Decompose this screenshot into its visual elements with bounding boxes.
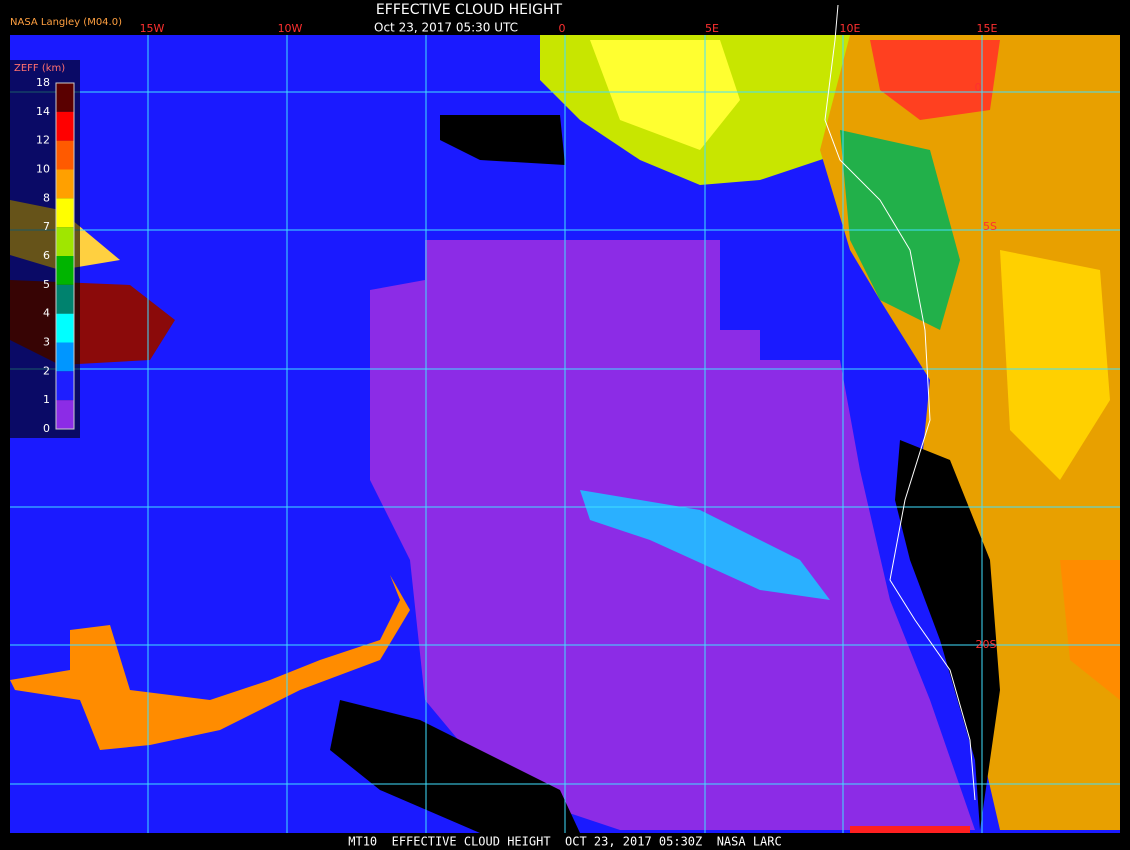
legend-label: 5: [43, 278, 50, 291]
cloud-mass: [590, 40, 740, 150]
legend-label: 6: [43, 249, 50, 262]
legend-swatch: [56, 342, 74, 372]
legend-label: 14: [36, 105, 50, 118]
legend-swatch: [56, 140, 74, 170]
graticule: [10, 35, 1120, 833]
clear-patch: [330, 700, 580, 833]
lon-label: 0: [559, 22, 566, 35]
legend-swatch: [56, 256, 74, 285]
cloud-mass: [870, 40, 1000, 120]
legend-swatch: [56, 227, 74, 256]
cloud-mass: [1000, 250, 1110, 480]
legend-label: 1: [43, 393, 50, 406]
legend-label: 7: [43, 220, 50, 233]
legend-swatch: [56, 400, 74, 429]
legend-swatch: [56, 371, 74, 401]
lon-label: 10E: [840, 22, 861, 35]
footer: MT10 EFFECTIVE CLOUD HEIGHT OCT 23, 2017…: [348, 835, 781, 849]
legend-label: 10: [36, 163, 50, 176]
cloud-patch: [850, 826, 970, 833]
lat-label: 20S: [976, 638, 997, 651]
legend-title: ZEFF (km): [14, 63, 65, 74]
legend-label: 18: [36, 76, 50, 89]
legend-label: 3: [43, 336, 50, 349]
legend-label: 2: [43, 364, 50, 377]
legend-swatch: [56, 198, 74, 228]
legend-swatch: [56, 169, 74, 199]
lon-label: 15W: [140, 22, 165, 35]
legend-label: 4: [43, 307, 50, 320]
clear-patch: [440, 115, 565, 165]
lon-label: 5E: [705, 22, 719, 35]
legend-swatch: [56, 284, 74, 314]
legend-swatch: [56, 313, 74, 343]
legend-swatch: [56, 83, 74, 112]
legend-frame: [55, 82, 75, 430]
title: EFFECTIVE CLOUD HEIGHT: [376, 2, 563, 18]
legend-swatch: [56, 111, 74, 141]
lat-label: 0: [975, 81, 982, 94]
legend-label: 12: [36, 134, 50, 147]
source: NASA Langley (M04.0): [10, 17, 122, 28]
coast-clear: [895, 440, 1000, 830]
lon-label: 10W: [278, 22, 303, 35]
cloud-band: [10, 575, 410, 750]
lon-label: 15E: [977, 22, 998, 35]
subtitle: Oct 23, 2017 05:30 UTC: [374, 21, 518, 35]
coastline: [824, 4, 976, 801]
cloud-mass: [1060, 560, 1120, 700]
lat-label: 5S: [983, 220, 997, 233]
legend-label: 0: [43, 422, 50, 435]
legend-label: 8: [43, 191, 50, 204]
